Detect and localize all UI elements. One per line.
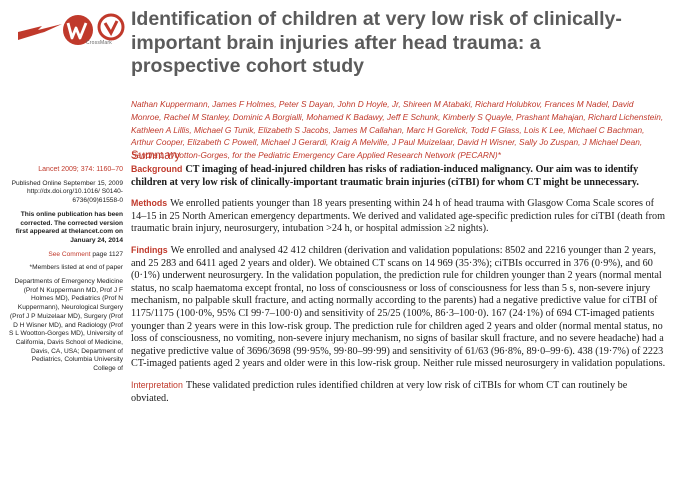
interpretation-paragraph: Interpretation These validated prediction… — [131, 379, 666, 405]
correction-note: This online publication has been correct… — [15, 210, 123, 244]
w-logo-icon — [63, 15, 93, 45]
background-paragraph: Background CT imaging of head-injured chi… — [131, 163, 666, 189]
citation: Lancet 2009; 374: 1160–70 — [38, 166, 123, 173]
comment-link[interactable]: See Comment — [48, 250, 91, 258]
published-online: Published Online September 15, 2009 http… — [11, 179, 123, 205]
members-note: *Members listed at end of paper — [29, 264, 123, 272]
crossmark-label: CrossMark — [86, 40, 112, 46]
interpretation-label: Interpretation — [131, 379, 183, 390]
methods-label: Methods — [131, 198, 168, 209]
methods-text: We enrolled patients younger than 18 yea… — [131, 198, 666, 235]
article-title: Identification of children at very low r… — [131, 8, 622, 77]
summary-section: Summary Background CT imaging of head-inj… — [131, 150, 666, 413]
background-label: Background — [131, 164, 183, 174]
crossmark-icon[interactable] — [97, 13, 125, 41]
methods-paragraph: Methods We enrolled patients younger than… — [131, 197, 666, 236]
affiliations: Departments of Emergency Medicine (Prof … — [9, 278, 123, 373]
lancet-arrow-icon — [18, 24, 62, 40]
journal-logos — [16, 10, 128, 50]
comment-page: page 1127 — [92, 250, 123, 258]
background-text: CT imaging of head-injured children has … — [131, 164, 639, 188]
summary-heading: Summary — [131, 150, 181, 162]
author-list: Nathan Kuppermann, James F Holmes, Peter… — [131, 99, 664, 161]
comment-reference: See Comment page 1127 — [8, 251, 123, 260]
findings-text: We enrolled and analysed 42 412 children… — [131, 244, 666, 370]
findings-label: Findings — [131, 244, 168, 255]
interpretation-text: These validated prediction rules identif… — [131, 379, 628, 404]
findings-paragraph: Findings We enrolled and analysed 42 412 … — [131, 244, 666, 371]
article-sidebar: Lancet 2009; 374: 1160–70 Published Onli… — [8, 166, 123, 374]
